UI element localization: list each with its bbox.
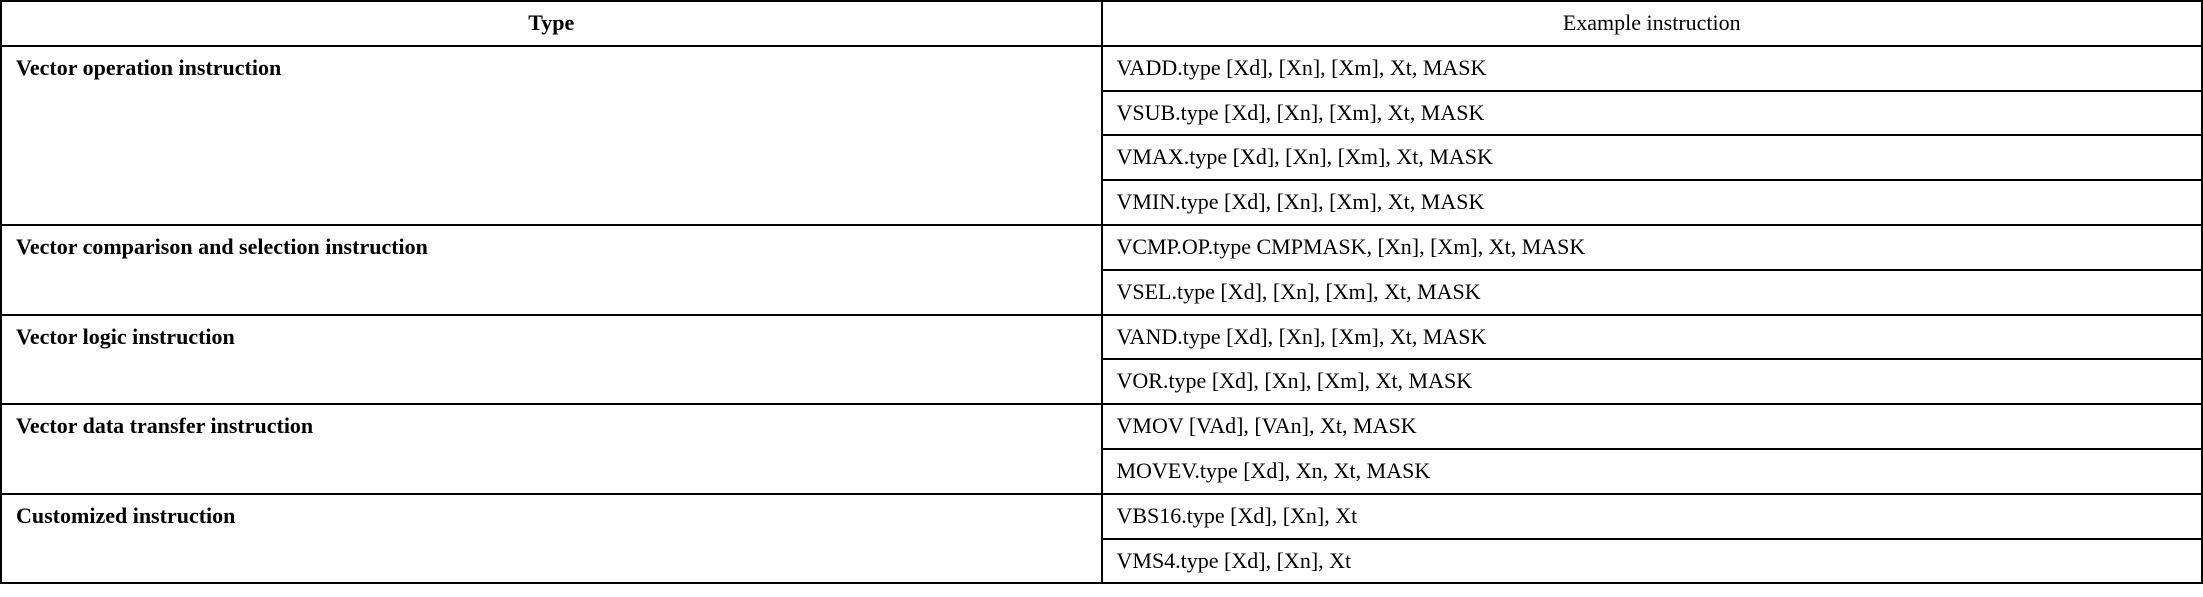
example-cell: VSEL.type [Xd], [Xn], [Xm], Xt, MASK [1102,270,2203,315]
instruction-table: Type Example instruction Vector operatio… [0,0,2203,584]
example-cell: VSUB.type [Xd], [Xn], [Xm], Xt, MASK [1102,91,2203,136]
type-cell: Vector comparison and selection instruct… [1,225,1102,315]
example-cell: VMOV [VAd], [VAn], Xt, MASK [1102,404,2203,449]
example-cell: VMS4.type [Xd], [Xn], Xt [1102,539,2203,584]
type-cell: Vector logic instruction [1,315,1102,405]
table-row: Vector logic instructionVAND.type [Xd], … [1,315,2202,360]
example-cell: VMIN.type [Xd], [Xn], [Xm], Xt, MASK [1102,180,2203,225]
header-example: Example instruction [1102,1,2203,46]
table-row: Vector comparison and selection instruct… [1,225,2202,270]
table-row: Vector operation instructionVADD.type [X… [1,46,2202,91]
type-cell: Vector operation instruction [1,46,1102,225]
example-cell: VCMP.OP.type CMPMASK, [Xn], [Xm], Xt, MA… [1102,225,2203,270]
table-row: Vector data transfer instructionVMOV [VA… [1,404,2202,449]
table-row: Customized instructionVBS16.type [Xd], [… [1,494,2202,539]
type-cell: Customized instruction [1,494,1102,584]
example-cell: VOR.type [Xd], [Xn], [Xm], Xt, MASK [1102,359,2203,404]
header-type: Type [1,1,1102,46]
example-cell: VBS16.type [Xd], [Xn], Xt [1102,494,2203,539]
table-body: Vector operation instructionVADD.type [X… [1,46,2202,584]
example-cell: VMAX.type [Xd], [Xn], [Xm], Xt, MASK [1102,135,2203,180]
example-cell: VAND.type [Xd], [Xn], [Xm], Xt, MASK [1102,315,2203,360]
table-header-row: Type Example instruction [1,1,2202,46]
type-cell: Vector data transfer instruction [1,404,1102,494]
example-cell: VADD.type [Xd], [Xn], [Xm], Xt, MASK [1102,46,2203,91]
example-cell: MOVEV.type [Xd], Xn, Xt, MASK [1102,449,2203,494]
